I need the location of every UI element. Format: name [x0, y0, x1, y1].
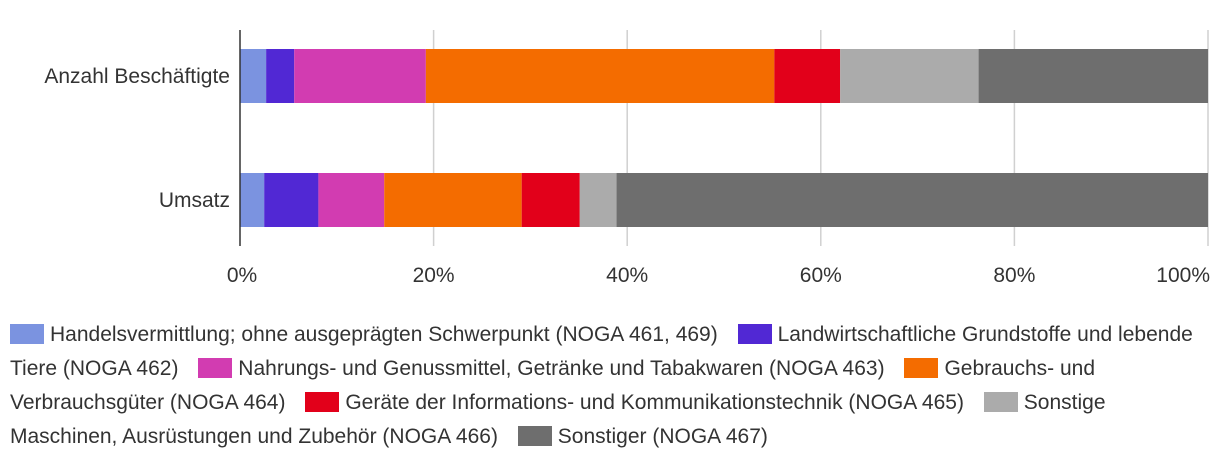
legend-item: Gebrauchs- und Verbrauchsgüter (NOGA 464… [10, 357, 1095, 414]
legend-swatch [517, 426, 552, 446]
legend-label: Nahrungs- und Genussmittel, Getränke und… [238, 357, 885, 380]
legend-swatch [305, 392, 340, 412]
x-tick-label: 0% [227, 264, 257, 287]
legend-item: Geräte der Informations- und Kommunikati… [305, 391, 964, 414]
legend-item: Handelsvermittlung; ohne ausgeprägten Sc… [10, 323, 718, 346]
legend-item: Landwirtschaftliche Grundstoffe und lebe… [10, 323, 1193, 380]
legend-label: Gebrauchs- und Verbrauchsgüter (NOGA 464… [10, 357, 1096, 414]
bar-segment [425, 49, 775, 103]
x-tick-label: 100% [1156, 264, 1210, 287]
category-label: Anzahl Beschäftigte [44, 65, 230, 88]
bar-segment [318, 173, 385, 227]
x-tick-label: 20% [413, 264, 455, 287]
bar-segment [240, 173, 265, 227]
bar-segment [521, 173, 580, 227]
bar-segment [840, 49, 979, 103]
legend-swatch [904, 358, 939, 378]
bar-segment [978, 49, 1208, 103]
legend-swatch [10, 324, 44, 344]
legend-label: Handelsvermittlung; ohne ausgeprägten Sc… [50, 323, 718, 346]
x-tick-label: 40% [606, 264, 648, 287]
bar-segment [616, 173, 1208, 227]
legend-label: Sonstiger (NOGA 467) [557, 425, 768, 448]
bar-segment [774, 49, 841, 103]
legend-label: Sonstige Maschinen, Ausrüstungen und Zub… [10, 391, 1106, 448]
stacked-bar-chart: Anzahl Beschäftigte Umsatz 0% 20% 40% 60% 80% 1… [44, 30, 1210, 287]
bar-segment [264, 173, 319, 227]
legend-item: Sonstige Maschinen, Ausrüstungen und Zub… [10, 391, 1106, 448]
x-tick-label: 80% [993, 264, 1035, 287]
bar-segment [266, 49, 295, 103]
category-label: Umsatz [159, 189, 230, 212]
bar-segment [294, 49, 426, 103]
bar-segment [384, 173, 522, 227]
x-tick-label: 60% [800, 264, 842, 287]
legend-item: Sonstiger (NOGA 467) [517, 425, 768, 448]
legend-item: Nahrungs- und Genussmittel, Getränke und… [198, 357, 885, 380]
legend: Handelsvermittlung; ohne ausgeprägten Sc… [10, 318, 1210, 454]
legend-label: Landwirtschaftliche Grundstoffe und lebe… [10, 323, 1193, 380]
bar-segment [579, 173, 617, 227]
legend-swatch [737, 324, 772, 344]
legend-swatch [198, 358, 233, 378]
bar-segment [240, 49, 267, 103]
legend-swatch [983, 392, 1018, 412]
legend-label: Geräte der Informations- und Kommunikati… [345, 391, 964, 414]
